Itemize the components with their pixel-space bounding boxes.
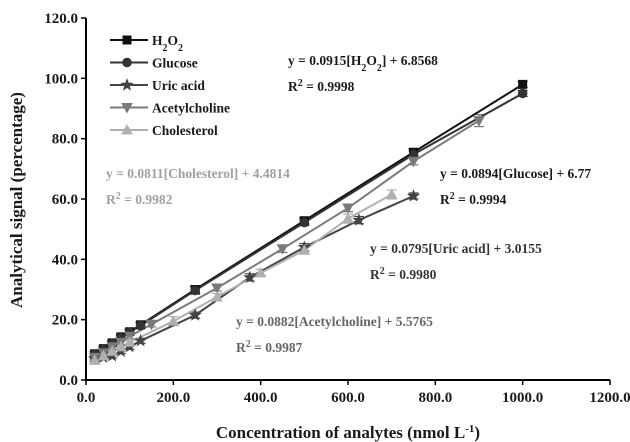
r-squared-cholesterol: R2 = 0.9982 [106,191,173,208]
data-point-h2o2 [518,79,528,89]
data-point-uric-acid [352,213,366,226]
regression-equation-glucose: y = 0.0894[Glucose] + 6.77 [440,166,591,181]
data-point-cholesterol [211,291,223,302]
data-point-cholesterol [115,340,127,352]
regression-equation-uric-acid: y = 0.0795[Uric acid] + 3.0155 [370,241,542,256]
data-point-cholesterol [106,345,119,356]
legend-swatch-marker [121,103,133,114]
regression-equation-cholesterol: y = 0.0811[Cholesterol] + 4.4814 [106,166,290,181]
legend-item-glucose: Glucose [110,56,198,71]
legend-swatch-marker [121,123,133,135]
data-point-cholesterol [123,336,136,347]
regression-equation-acetylcholine: y = 0.0882[Acetylcholine] + 5.5765 [236,314,433,329]
r-squared-glucose: R2 = 0.9994 [440,191,507,208]
data-point-acetylcholine [276,244,289,255]
data-point-cholesterol [167,315,180,326]
regression-equation-h2o2: y = 0.0915[H2O2] + 6.8568 [288,53,438,74]
x-tick-label: 800.0 [418,390,452,406]
x-axis-title: Concentration of analytes (nmol L-1) [216,423,480,442]
x-tick-label: 0.0 [77,390,96,406]
x-axis-ticks: 0.0 200.0 400.0 600.0 800.0 1000.0 1200.0 [77,380,630,406]
legend-swatch-marker [120,78,134,91]
data-point-cholesterol [342,212,354,224]
y-axis-title: Analytical signal (percentage) [7,92,26,308]
data-point-acetylcholine [407,156,420,168]
y-tick-label: 100.0 [44,71,78,87]
legend-item-cholesterol: Cholesterol [110,123,218,138]
data-point-glucose [135,320,146,331]
x-tick-label: 1200.0 [589,390,630,406]
data-point-acetylcholine [342,203,354,215]
y-tick-label: 120.0 [44,11,78,27]
data-point-glucose [299,217,310,228]
data-point-cholesterol [88,354,101,365]
legend-label-cholesterol: Cholesterol [152,123,218,138]
legend-label-glucose: Glucose [152,56,198,71]
y-tick-label: 0.0 [59,373,78,389]
legend-label-uric-acid: Uric acid [152,78,205,93]
series-markers [88,79,528,365]
annotation-glucose: y = 0.0894[Glucose] + 6.77 R2 = 0.9994 [440,166,591,207]
legend: H2O2 Glucose Uric acid Acetylcholine Cholest… [110,33,230,138]
data-point-cholesterol [254,266,267,278]
data-point-cholesterol [298,244,311,255]
data-point-uric-acid [188,308,202,321]
legend-item-h2o2: H2O2 [110,33,183,54]
y-tick-label: 60.0 [52,192,78,208]
x-tick-label: 400.0 [244,390,278,406]
data-point-uric-acid [133,333,148,347]
legend-swatch-marker [122,57,132,68]
r-squared-uric-acid: R2 = 0.9980 [370,266,437,283]
x-tick-label: 1000.0 [502,390,543,406]
annotation-h2o2: y = 0.0915[H2O2] + 6.8568 R2 = 0.9998 [288,53,438,94]
x-tick-label: 200.0 [156,390,190,406]
data-point-cholesterol [97,349,110,361]
legend-swatch-marker [122,35,132,45]
data-point-acetylcholine [145,319,158,331]
data-point-acetylcholine [211,283,223,295]
y-axis-ticks: 0.0 20.0 40.0 60.0 80.0 100.0 120.0 [44,11,86,389]
y-tick-label: 20.0 [52,313,78,329]
r-squared-acetylcholine: R2 = 0.9987 [236,339,303,356]
x-axis-title-unit-sup: -1 [465,423,474,435]
legend-item-acetylcholine: Acetylcholine [110,101,230,116]
y-tick-label: 80.0 [52,132,78,148]
data-point-uric-acid [406,189,421,202]
data-point-uric-acid [243,270,257,284]
legend-item-uric-acid: Uric acid [110,78,205,93]
annotation-uric-acid: y = 0.0795[Uric acid] + 3.0155 R2 = 0.998… [370,241,542,282]
annotation-cholesterol: y = 0.0811[Cholesterol] + 4.4814 R2 = 0.9… [106,166,290,207]
data-point-cholesterol [385,188,398,199]
data-point-acetylcholine [473,116,485,127]
y-tick-label: 40.0 [52,252,78,268]
legend-label-h2o2: H2O2 [152,33,183,54]
data-point-glucose [517,88,528,99]
legend-label-acetylcholine: Acetylcholine [152,101,230,116]
annotation-acetylcholine: y = 0.0882[Acetylcholine] + 5.5765 R2 = 0… [236,314,433,355]
r-squared-h2o2: R2 = 0.9998 [288,78,355,95]
x-tick-label: 600.0 [331,390,365,406]
data-point-glucose [190,285,200,296]
